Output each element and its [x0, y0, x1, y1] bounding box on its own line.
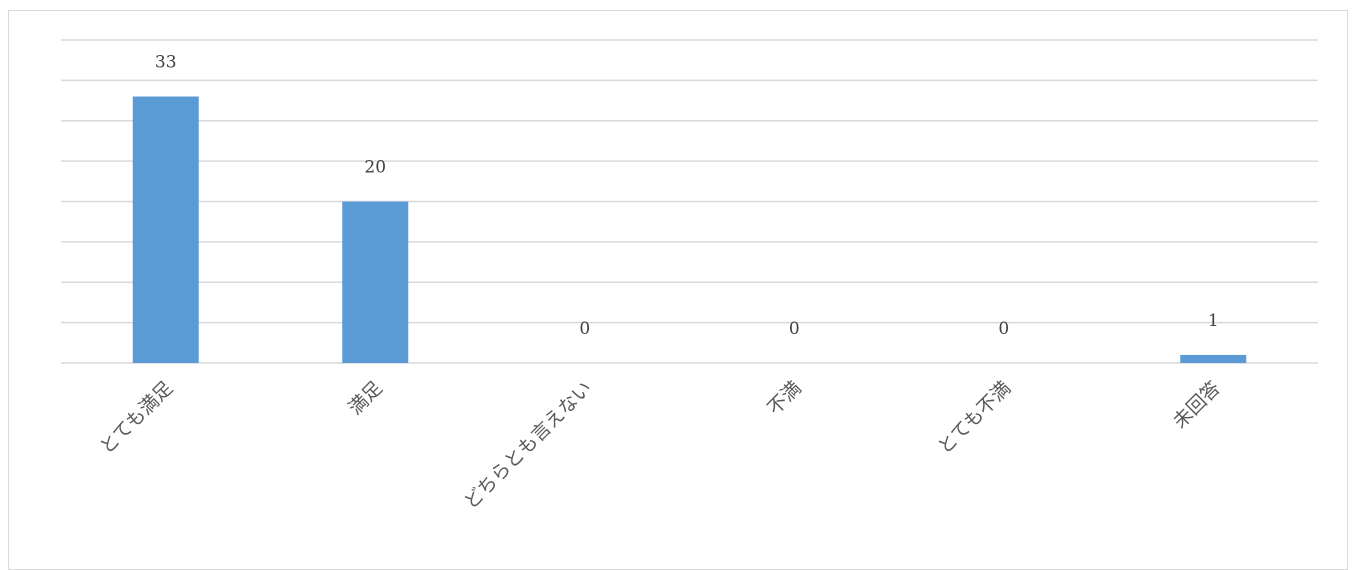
category-labels: とても満足 満足 どちらとも言えない 不満 とても不満 未回答: [96, 377, 1225, 513]
gridlines: [61, 39, 1318, 364]
category-label: とても満足: [96, 377, 178, 459]
category-label: 不満: [763, 377, 805, 419]
data-label: 0: [579, 319, 590, 339]
bars: [132, 96, 1247, 364]
category-label: 満足: [344, 377, 386, 419]
data-label: 20: [364, 158, 386, 178]
bar: [1180, 354, 1247, 363]
bar: [132, 96, 199, 364]
category-label: どちらとも言えない: [460, 377, 596, 513]
chart-frame: [8, 10, 1348, 570]
data-label: 33: [155, 53, 177, 73]
data-label: 1: [1208, 311, 1219, 331]
data-labels: 33 20 0 0 0 1: [155, 53, 1219, 339]
data-label: 0: [789, 319, 800, 339]
bar: [342, 201, 409, 363]
category-label: 未回答: [1169, 377, 1225, 433]
data-label: 0: [998, 319, 1009, 339]
category-label: とても不満: [934, 377, 1016, 459]
